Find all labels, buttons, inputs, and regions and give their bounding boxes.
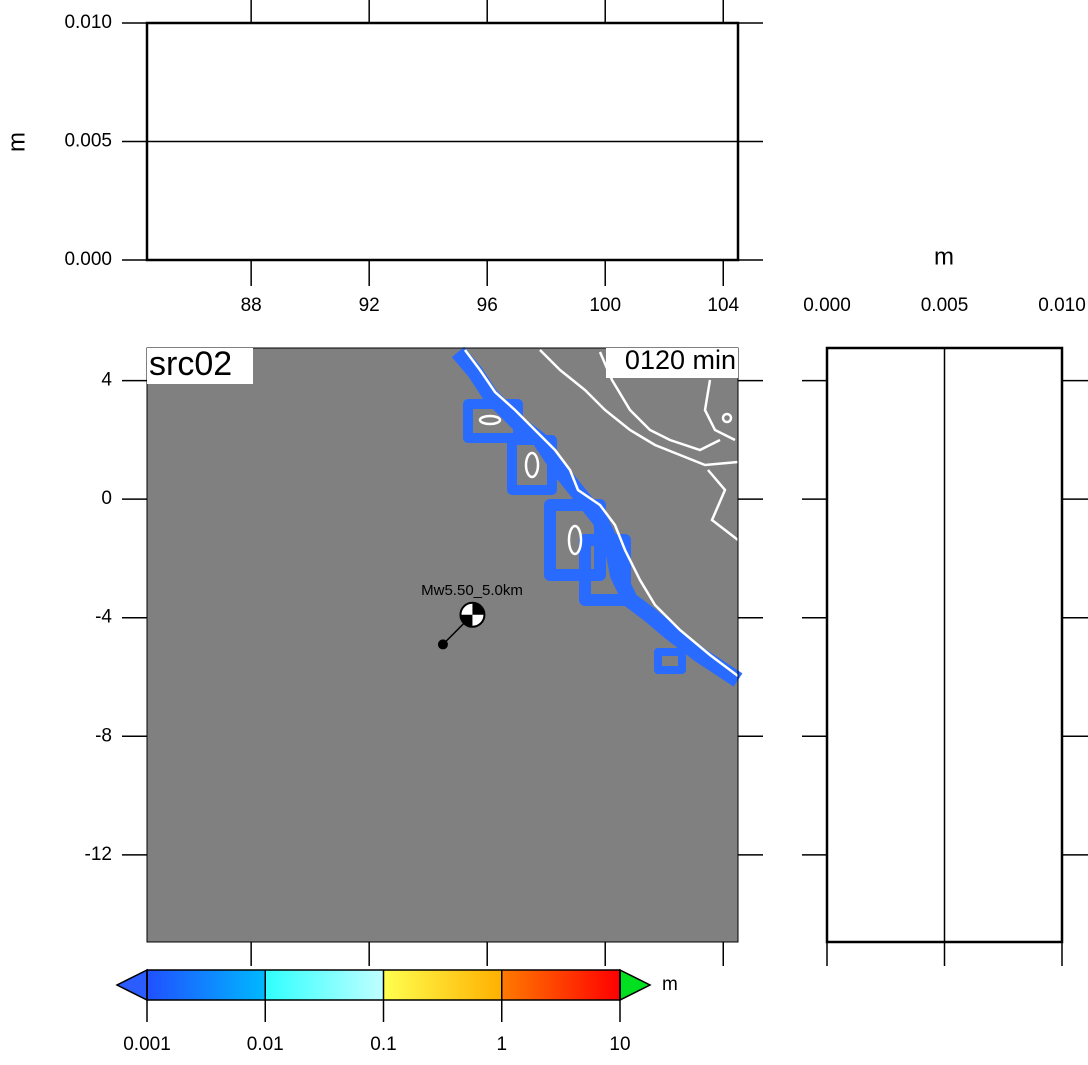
colorbar-over — [619, 968, 652, 1002]
x-tick-label: 0.000 — [803, 295, 851, 316]
beachball-quadrant — [472, 602, 485, 615]
y-tick-label: -4 — [95, 607, 112, 628]
colorbar-tick-label: 10 — [609, 1034, 630, 1055]
map-frame — [146, 347, 739, 943]
time-label: 0120 min — [625, 345, 736, 375]
x-tick-label: 92 — [359, 295, 380, 316]
x-tick-label: 0.010 — [1038, 295, 1086, 316]
wave-patch — [654, 648, 686, 674]
epicenter — [437, 639, 448, 650]
x-axis-label: m — [934, 243, 954, 270]
y-tick-label: 4 — [101, 370, 112, 391]
time-box — [606, 348, 738, 378]
y-tick-label: 0 — [101, 488, 112, 509]
colorbar-segment — [383, 970, 502, 1000]
x-tick-label: 104 — [707, 295, 739, 316]
source-label: Mw5.50_5.0km — [421, 582, 523, 599]
x-tick-label: 100 — [589, 295, 621, 316]
colorbar-tick-label: 0.001 — [123, 1034, 171, 1055]
wave-patch — [579, 534, 631, 606]
y-tick-label: 0.000 — [64, 249, 112, 270]
island — [524, 451, 540, 479]
island — [721, 412, 733, 424]
colorbar-unit: m — [662, 974, 678, 995]
x-tick-label: 0.005 — [921, 295, 969, 316]
colorbar-tick-label: 0.01 — [247, 1034, 284, 1055]
colorbar-under — [115, 968, 148, 1002]
beachball-quadrant — [460, 614, 473, 627]
y-tick-label: -12 — [85, 844, 112, 865]
x-tick-label: 96 — [477, 295, 498, 316]
map-title: src02 — [149, 345, 232, 383]
wave-patch — [463, 399, 523, 443]
colorbar-segment — [147, 970, 266, 1000]
colorbar-tick-label: 1 — [496, 1034, 507, 1055]
coast — [464, 349, 739, 677]
coastline — [464, 349, 739, 677]
coast — [539, 349, 739, 467]
colorbar-segment — [501, 970, 620, 1000]
colorbar-tick-label: 0.1 — [370, 1034, 396, 1055]
colorbar-segment — [265, 970, 384, 1000]
coast — [598, 351, 721, 452]
title-box — [147, 348, 253, 384]
coast — [703, 379, 736, 442]
x-tick-label: 88 — [241, 295, 262, 316]
y-tick-label: -8 — [95, 725, 112, 746]
y-tick-label: 0.005 — [64, 131, 112, 152]
y-tick-label: 0.010 — [64, 12, 112, 33]
wave-field — [451, 346, 743, 687]
island — [567, 524, 583, 556]
island — [478, 414, 502, 426]
coast — [707, 469, 739, 541]
y-axis-label: m — [3, 132, 30, 152]
wave-patch — [507, 435, 557, 495]
